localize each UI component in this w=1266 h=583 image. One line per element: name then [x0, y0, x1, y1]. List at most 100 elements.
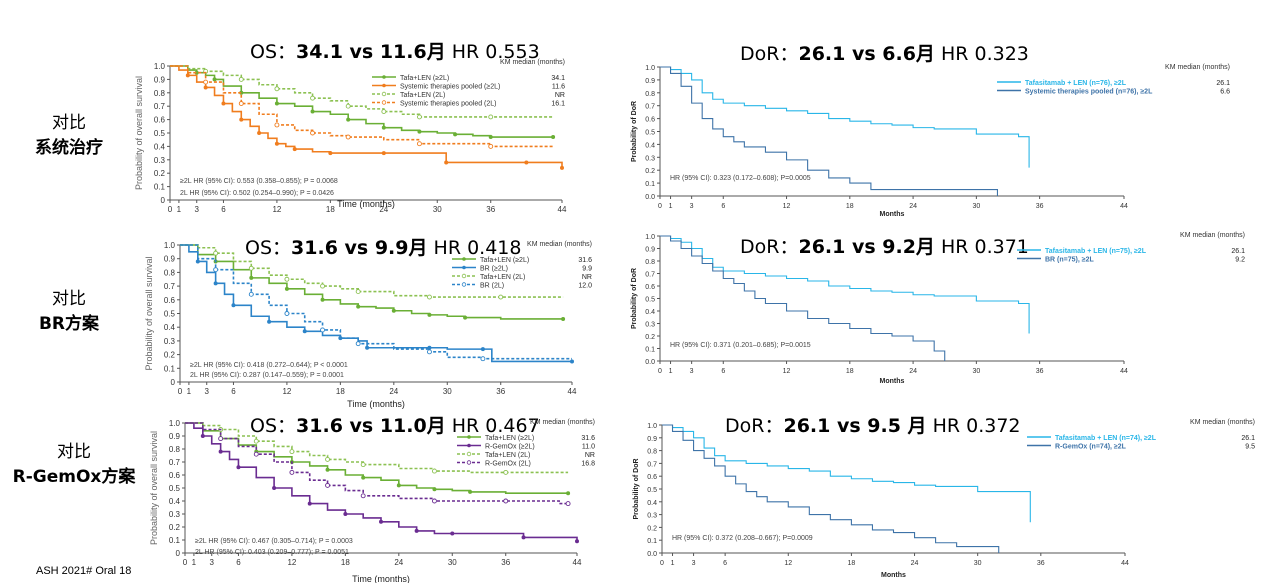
header-median-comparison: 31.6 vs 11.0月	[296, 415, 446, 437]
legend-label: BR (≥2L)	[480, 266, 508, 273]
km-curve	[170, 65, 554, 118]
x-tick-label: 0	[178, 387, 183, 396]
censor-mark	[325, 456, 330, 462]
censor-mark	[396, 483, 401, 488]
hr-annotation: HR (95% CI): 0.372 (0.208–0.667); P=0.00…	[672, 535, 813, 542]
censor-mark	[417, 141, 422, 147]
dor-chart-rgemox: DoR：26.1 vs 9.5 月 HR 0.372 0.0 0.1 0.2 0.3 0.…	[633, 415, 1255, 579]
legend-value: 11.0	[582, 444, 595, 451]
y-tick-label: 0.2	[645, 168, 655, 175]
x-axis-label: Time (months)	[352, 574, 410, 583]
x-tick-label: 24	[379, 205, 388, 214]
x-tick-label: 24	[911, 560, 919, 567]
censor-mark	[432, 487, 437, 492]
censor-mark	[346, 117, 351, 122]
y-tick-label: 0.3	[169, 510, 181, 519]
censor-mark	[360, 462, 366, 468]
x-tick-label: 18	[341, 558, 350, 567]
y-axis-label: Probability of DoR	[633, 458, 640, 519]
x-tick-label: 18	[336, 387, 345, 396]
legend-label: R-GemOx (n=74), ≥2L	[1055, 444, 1127, 451]
legend-marker	[467, 435, 471, 439]
chart-header: DoR：26.1 vs 9.2月 HR 0.371	[740, 236, 1029, 258]
censor-mark	[444, 160, 449, 165]
x-tick-label: 12	[272, 205, 281, 214]
y-tick-label: 0.4	[169, 497, 181, 506]
header-median-comparison: 26.1 vs 6.6月	[798, 43, 934, 65]
km-curve	[180, 244, 564, 320]
censor-mark	[238, 101, 244, 106]
x-tick-label: 0	[658, 368, 662, 375]
censor-mark	[239, 90, 244, 95]
km-curve	[660, 235, 1030, 334]
row-label-name: BR方案	[38, 314, 100, 334]
km-curve	[660, 66, 1030, 168]
y-tick-label: 0.1	[154, 183, 166, 192]
y-tick-label: 0.0	[647, 551, 657, 558]
x-tick-label: 1	[669, 368, 673, 375]
censor-mark	[289, 449, 295, 455]
km-curve	[185, 422, 578, 542]
censor-mark	[432, 468, 437, 474]
hr-annotation: 2L HR (95% CI): 0.287 (0.147–0.559); P =…	[190, 372, 344, 379]
row-label-br: 对比 BR方案	[10, 284, 128, 334]
legend-marker	[467, 443, 471, 448]
hr-annotation: HR (95% CI): 0.323 (0.172–0.608); P=0.00…	[670, 175, 811, 182]
legend-value: 26.1	[1216, 80, 1230, 87]
os-chart-br: OS：31.6 vs 9.9月 HR 0.418 0 0.1 0.2 0.3 0.4 0.5…	[144, 237, 592, 409]
legend-title: KM median (months)	[500, 59, 565, 66]
censor-mark	[391, 308, 396, 313]
y-tick-label: 0.6	[169, 471, 181, 480]
legend-label: Tafasitamab + LEN (n=76), ≥2L	[1025, 80, 1127, 87]
y-tick-label: 0.5	[645, 130, 655, 137]
legend-value: 9.5	[1245, 444, 1255, 451]
legend-marker	[461, 273, 467, 279]
y-axis-label: Probability of overall survival	[144, 256, 154, 370]
km-curve	[660, 235, 946, 361]
legend-marker	[466, 451, 472, 457]
y-tick-label: 0.8	[154, 89, 166, 98]
censor-mark	[427, 349, 432, 355]
censor-mark	[289, 469, 295, 475]
censor-mark	[236, 465, 241, 470]
legend-label: Tafasitamab + LEN (n=75), ≥2L	[1045, 248, 1147, 255]
censor-mark	[463, 315, 468, 320]
row-label-prefix: 对比	[57, 442, 91, 462]
x-tick-label: 24	[389, 387, 398, 396]
censor-mark	[453, 132, 458, 137]
hr-annotation: ≥2L HR (95% CI): 0.418 (0.272–0.644); P …	[190, 362, 348, 369]
censor-mark	[365, 345, 370, 350]
censor-mark	[503, 498, 509, 504]
y-tick-label: 0.9	[645, 247, 655, 254]
y-axis-label: Probability of overall survival	[149, 431, 159, 545]
censor-mark	[417, 129, 422, 134]
censor-mark	[338, 336, 343, 341]
censor-mark	[488, 114, 494, 120]
x-tick-label: 3	[690, 203, 694, 210]
y-tick-label: 0.9	[164, 255, 176, 264]
legend-marker	[382, 75, 386, 79]
y-tick-label: 0.4	[645, 309, 655, 316]
x-axis-label: Time (months)	[347, 399, 405, 409]
legend-label: Tafa+LEN (≥2L)	[400, 75, 449, 82]
censor-mark	[218, 436, 224, 442]
censor-mark	[468, 489, 473, 494]
x-tick-label: 6	[721, 368, 725, 375]
legend-title: KM median (months)	[530, 419, 595, 426]
hr-annotation: 2L HR (95% CI): 0.502 (0.254–0.990); P =…	[180, 190, 334, 197]
legend-label: Systemic therapies pooled (≥2L)	[400, 84, 500, 91]
hr-annotation: ≥2L HR (95% CI): 0.553 (0.358–0.855); P …	[180, 178, 338, 185]
censor-mark	[238, 76, 244, 82]
y-tick-label: 1.0	[169, 419, 181, 428]
header-hr: HR 0.371	[935, 236, 1029, 258]
y-tick-label: 0.9	[154, 75, 166, 84]
x-tick-label: 3	[690, 368, 694, 375]
y-tick-label: 0.6	[154, 116, 166, 125]
x-tick-label: 3	[195, 205, 200, 214]
censor-mark	[488, 143, 494, 149]
dor-chart-systemic: DoR：26.1 vs 6.6月 HR 0.323 0.0 0.1 0.2 0.3 0.4…	[631, 43, 1230, 218]
x-tick-label: 0	[658, 203, 662, 210]
x-tick-label: 36	[1036, 368, 1044, 375]
legend-marker	[462, 265, 466, 270]
censor-mark	[194, 70, 199, 75]
